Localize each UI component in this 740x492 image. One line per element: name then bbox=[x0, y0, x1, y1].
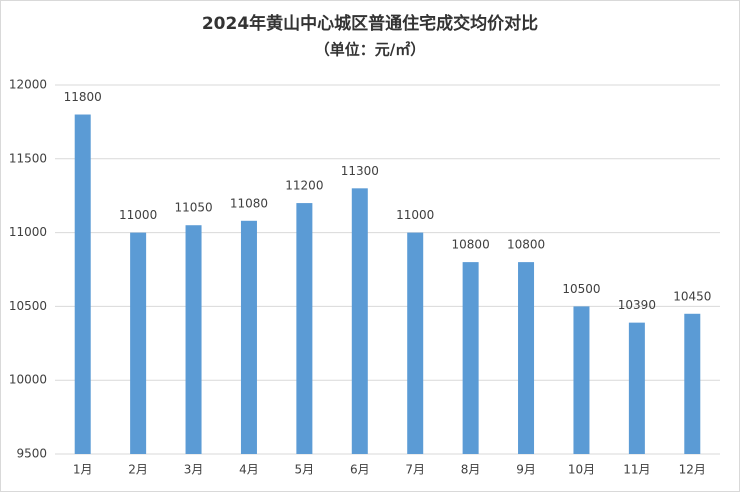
y-tick-label: 11000 bbox=[9, 225, 47, 239]
data-label: 11800 bbox=[64, 90, 102, 104]
bar bbox=[296, 203, 313, 454]
x-tick-label: 3月 bbox=[184, 463, 204, 477]
data-label: 11050 bbox=[174, 201, 212, 215]
data-label: 11200 bbox=[285, 179, 323, 193]
x-tick-label: 1月 bbox=[73, 463, 93, 477]
y-tick-label: 11500 bbox=[9, 151, 47, 165]
x-tick-label: 11月 bbox=[623, 463, 650, 477]
chart-subtitle: （单位：元/㎡） bbox=[315, 41, 425, 59]
data-label: 11300 bbox=[341, 164, 379, 178]
x-tick-label: 5月 bbox=[295, 463, 315, 477]
bar bbox=[684, 313, 701, 454]
y-tick-label: 10500 bbox=[9, 299, 47, 313]
bar bbox=[518, 262, 535, 454]
data-label: 11000 bbox=[119, 208, 157, 222]
x-tick-label: 6月 bbox=[350, 463, 370, 477]
x-tick-label: 10月 bbox=[568, 463, 595, 477]
x-tick-label: 9月 bbox=[516, 463, 536, 477]
bar bbox=[240, 220, 257, 454]
bar bbox=[130, 232, 147, 454]
data-label: 10450 bbox=[673, 289, 711, 303]
data-label: 11080 bbox=[230, 196, 268, 210]
data-label: 10390 bbox=[618, 298, 656, 312]
bar bbox=[351, 188, 368, 454]
bar bbox=[573, 306, 590, 454]
data-label: 10500 bbox=[562, 282, 600, 296]
bar bbox=[185, 225, 202, 454]
bar bbox=[462, 262, 479, 454]
x-tick-label: 4月 bbox=[239, 463, 259, 477]
bar bbox=[628, 322, 645, 454]
chart-title: 2024年黄山中心城区普通住宅成交均价对比 bbox=[202, 13, 538, 34]
data-label: 11000 bbox=[396, 208, 434, 222]
x-tick-label: 12月 bbox=[679, 463, 706, 477]
y-tick-label: 10000 bbox=[9, 373, 47, 387]
data-label: 10800 bbox=[452, 238, 490, 252]
x-tick-label: 7月 bbox=[405, 463, 425, 477]
data-label: 10800 bbox=[507, 238, 545, 252]
x-tick-label: 2月 bbox=[128, 463, 148, 477]
x-tick-label: 8月 bbox=[461, 463, 481, 477]
y-tick-label: 12000 bbox=[9, 78, 47, 92]
bar bbox=[74, 114, 91, 455]
bar bbox=[407, 232, 424, 454]
y-tick-label: 9500 bbox=[16, 447, 47, 461]
